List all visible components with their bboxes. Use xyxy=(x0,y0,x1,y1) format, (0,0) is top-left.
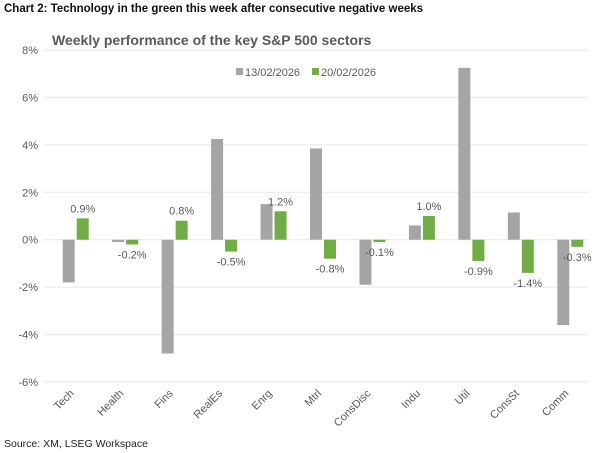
bar-13-02-consdisc xyxy=(359,239,372,285)
data-label: 0.8% xyxy=(169,206,194,218)
data-label: 1.2% xyxy=(268,196,293,208)
data-label: -0.3% xyxy=(563,252,592,264)
x-tick-label: RealEs xyxy=(192,387,226,421)
bar-20-02-health xyxy=(126,239,139,245)
y-tick-label: -2% xyxy=(18,282,38,294)
bar-13-02-mtrl xyxy=(310,148,322,240)
x-tick-label: Health xyxy=(95,388,126,419)
bar-20-02-mtrl xyxy=(324,239,336,259)
bar-20-02-consdisc xyxy=(373,239,386,243)
legend-swatch xyxy=(312,68,319,75)
chart-title: Weekly performance of the key S&P 500 se… xyxy=(52,32,372,48)
bar-13-02-fins xyxy=(161,239,174,354)
data-label: -0.5% xyxy=(217,257,246,269)
data-label: -0.9% xyxy=(464,266,493,278)
bar-13-02-consst xyxy=(507,212,520,240)
bar-20-02-util xyxy=(472,239,485,262)
bar-13-02-util xyxy=(458,67,471,240)
bar-20-02-indu xyxy=(422,216,435,240)
y-tick-label: -6% xyxy=(18,377,38,389)
bar-13-02-tech xyxy=(62,239,75,283)
x-tick-label: ConsDisc xyxy=(332,387,374,429)
chart-header: Chart 2: Technology in the green this we… xyxy=(4,3,424,15)
data-label: 0.9% xyxy=(70,203,95,215)
bar-20-02-comm xyxy=(571,239,584,247)
data-label: -1.4% xyxy=(513,278,542,290)
x-tick-label: Mtrl xyxy=(303,388,324,409)
x-tick-label: Tech xyxy=(52,388,77,413)
x-tick-label: ConsSt xyxy=(488,388,522,422)
bar-13-02-enrg xyxy=(260,204,273,240)
bar-20-02-fins xyxy=(175,220,188,240)
data-label: 1.0% xyxy=(416,201,441,213)
bar-13-02-indu xyxy=(408,225,421,240)
data-label: -0.2% xyxy=(118,249,147,261)
x-tick-label: Comm xyxy=(540,388,571,419)
y-tick-label: 6% xyxy=(22,92,38,104)
bar-13-02-reales xyxy=(211,138,224,240)
legend-swatch xyxy=(236,68,243,75)
source-note: Source: XM, LSEG Workspace xyxy=(4,438,148,450)
bar-20-02-consst xyxy=(521,239,534,273)
data-label: -0.1% xyxy=(365,247,394,259)
bar-20-02-reales xyxy=(225,239,238,252)
x-tick-label: Indu xyxy=(399,388,423,412)
y-tick-label: 2% xyxy=(22,187,38,199)
x-tick-label: Enrg xyxy=(250,388,275,413)
bar-13-02-health xyxy=(112,239,125,243)
y-tick-label: -4% xyxy=(18,330,38,342)
legend-label: 20/02/2026 xyxy=(321,67,376,79)
x-tick-label: Fins xyxy=(153,387,177,411)
y-tick-label: 4% xyxy=(22,140,38,152)
bar-13-02-comm xyxy=(557,239,570,326)
bar-20-02-enrg xyxy=(274,211,287,240)
data-label: -0.8% xyxy=(316,264,345,276)
y-tick-label: 0% xyxy=(22,235,38,247)
y-tick-label: 8% xyxy=(22,45,38,57)
x-tick-label: Util xyxy=(453,388,473,408)
legend-label: 13/02/2026 xyxy=(245,67,300,79)
bar-20-02-tech xyxy=(76,218,89,240)
